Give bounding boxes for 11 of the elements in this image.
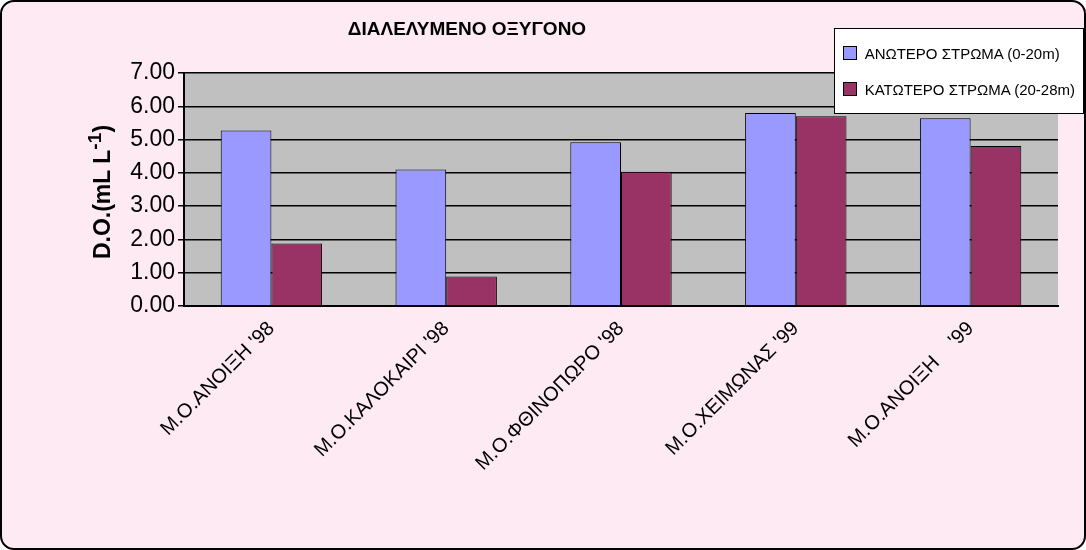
y-tick-label: 0.00 bbox=[130, 291, 175, 318]
y-tick-label: 1.00 bbox=[130, 258, 175, 285]
chart-title: ΔΙΑΛΕΛΥΜΕΝΟ ΟΞΥΓΟΝΟ bbox=[346, 18, 588, 40]
legend-label: ΑΝΩΤΕΡΟ ΣΤΡΩΜΑ (0-20m) bbox=[864, 44, 1060, 62]
y-tick-label: 2.00 bbox=[130, 224, 175, 251]
legend-label: ΚΑΤΩΤΕΡΟ ΣΤΡΩΜΑ (20-28m) bbox=[864, 80, 1075, 98]
y-tick-label: 6.00 bbox=[130, 91, 175, 118]
y-tick-label: 7.00 bbox=[130, 58, 175, 85]
y-tick-label: 3.00 bbox=[130, 191, 175, 218]
y-tick-label: 4.00 bbox=[130, 158, 175, 185]
y-tick-label: 5.00 bbox=[130, 124, 175, 151]
